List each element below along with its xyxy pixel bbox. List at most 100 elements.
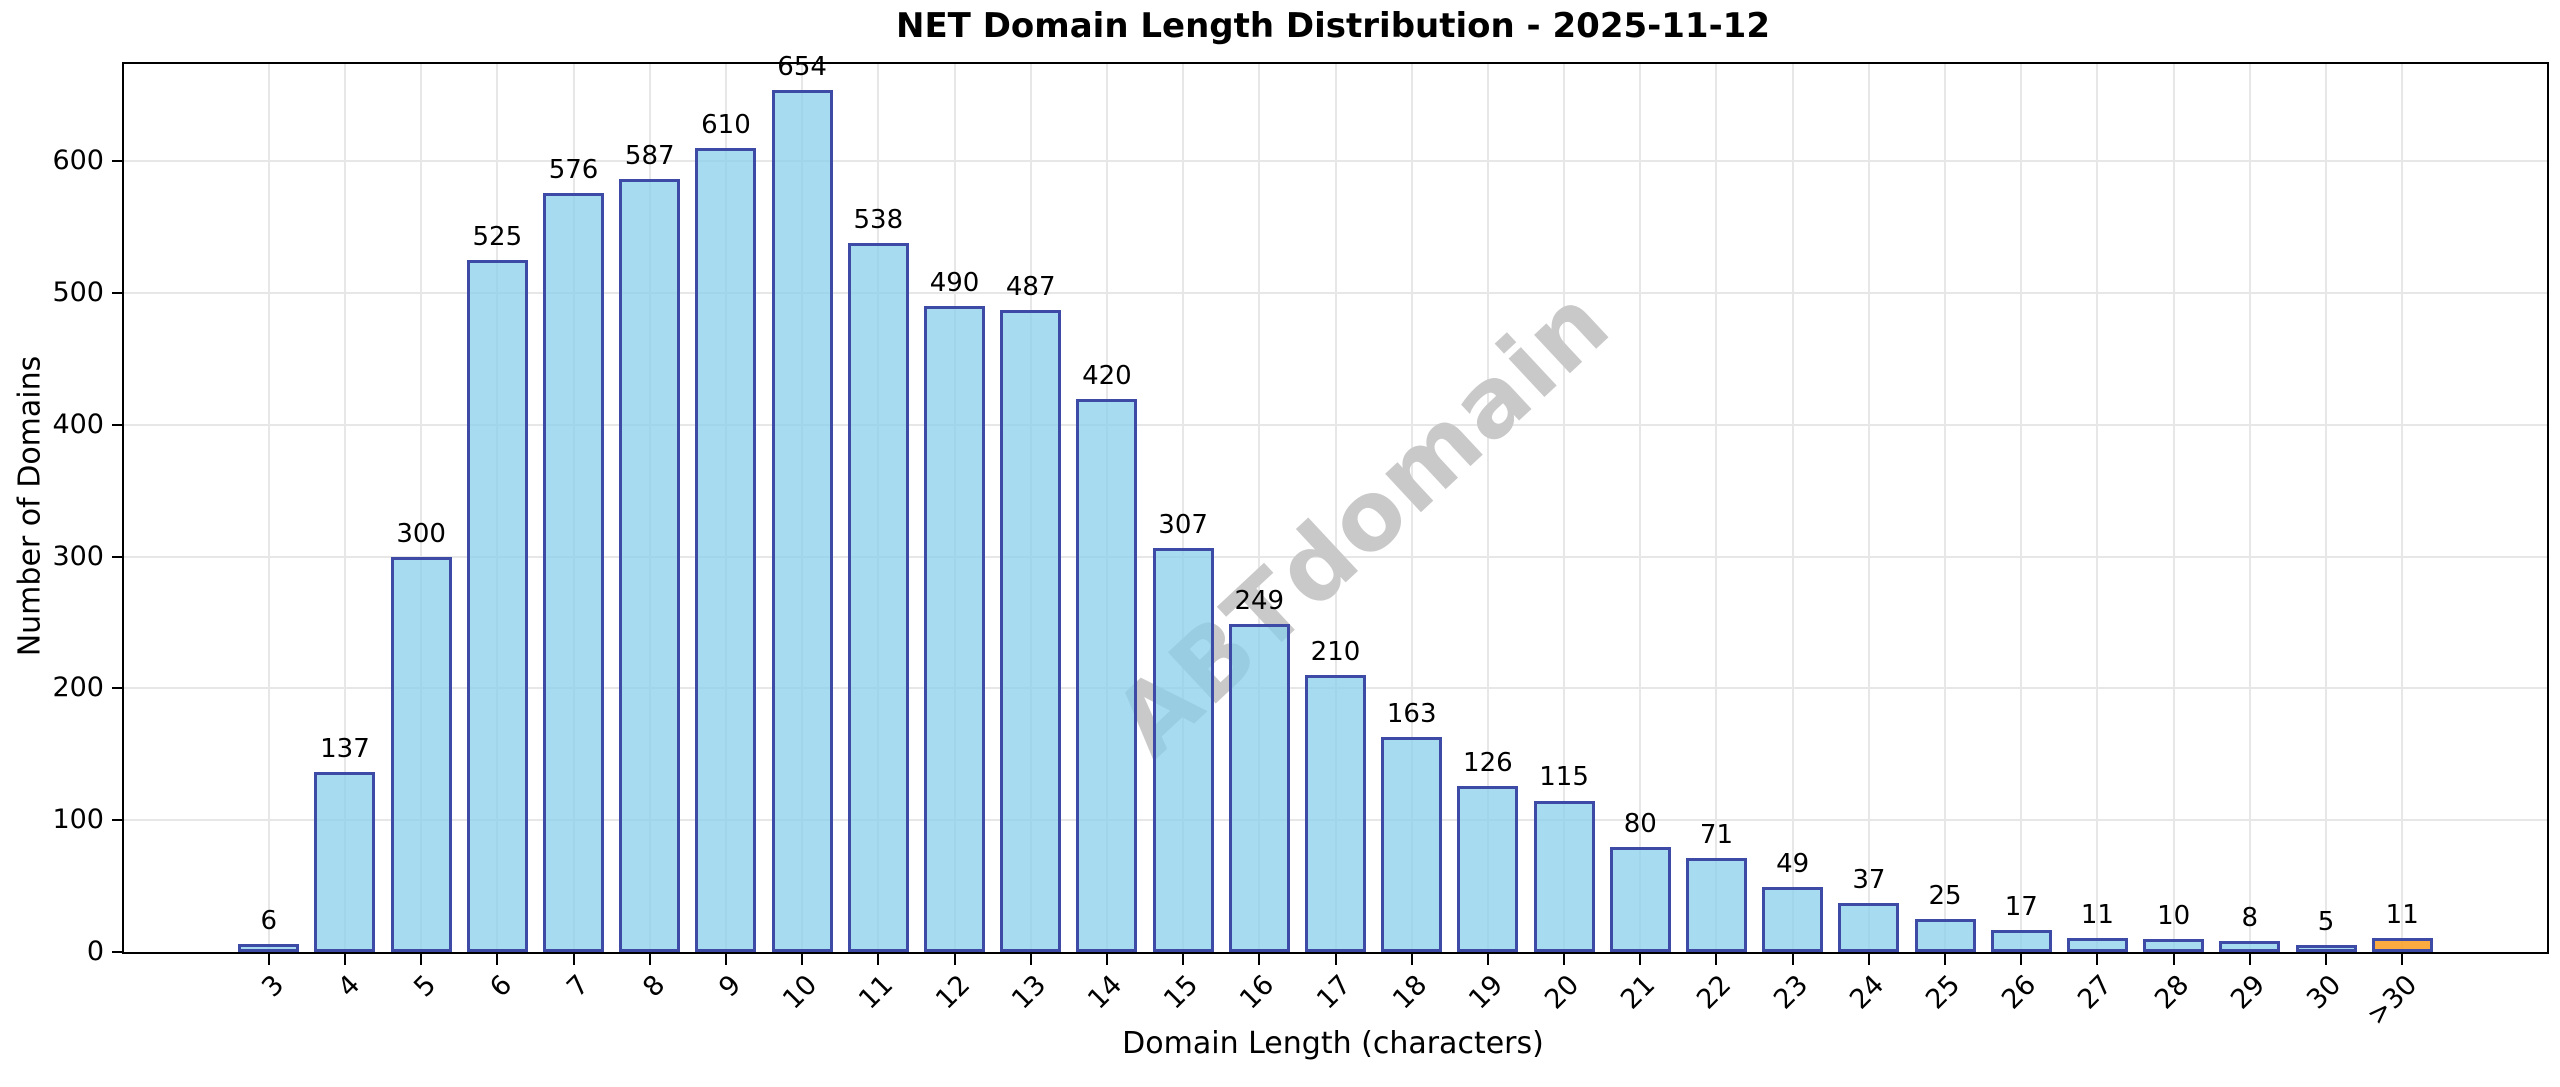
x-tick-mark bbox=[648, 952, 651, 965]
bar bbox=[2066, 937, 2128, 952]
bar-value-label: 6 bbox=[260, 906, 278, 937]
y-tick-mark bbox=[112, 160, 124, 163]
x-tick-mark bbox=[1563, 952, 1566, 965]
bar bbox=[1457, 786, 1519, 952]
bar bbox=[695, 148, 757, 952]
v-gridline bbox=[2401, 64, 2404, 952]
y-tick-label: 200 bbox=[52, 672, 104, 704]
x-tick-mark bbox=[496, 952, 499, 965]
plot-area: ABTdomain 0 100 200 300 400 500 600 6 3 137 4 300 5 5… bbox=[52, 52, 2549, 1032]
bar-value-label: 11 bbox=[2080, 899, 2114, 930]
bar bbox=[1228, 623, 1290, 952]
bar-value-label: 11 bbox=[2385, 899, 2419, 930]
bar bbox=[2295, 945, 2357, 952]
y-tick-label: 500 bbox=[52, 277, 104, 309]
v-gridline bbox=[1410, 64, 1413, 952]
v-gridline bbox=[1944, 64, 1947, 952]
x-tick-mark bbox=[2325, 952, 2328, 965]
v-gridline bbox=[1563, 64, 1566, 952]
bar-value-label: 137 bbox=[320, 733, 370, 764]
bar-value-label: 126 bbox=[1463, 747, 1513, 778]
y-axis-label: Number of Domains bbox=[12, 355, 48, 657]
bar bbox=[847, 243, 909, 952]
bar bbox=[1305, 675, 1366, 952]
x-tick-mark bbox=[877, 952, 880, 965]
x-axis-label: Domain Length (characters) bbox=[1122, 1026, 1544, 1061]
bar bbox=[1076, 398, 1138, 952]
v-gridline bbox=[1334, 64, 1337, 952]
v-gridline bbox=[2096, 64, 2099, 952]
bar bbox=[1685, 858, 1747, 952]
v-gridline bbox=[1715, 64, 1718, 952]
x-tick-mark bbox=[420, 952, 423, 965]
bar bbox=[1152, 547, 1214, 952]
v-gridline bbox=[343, 64, 346, 952]
bar-value-label: 587 bbox=[624, 140, 675, 171]
x-tick-mark bbox=[724, 952, 727, 965]
bar-value-label: 71 bbox=[1699, 820, 1734, 851]
bar-value-label: 490 bbox=[929, 268, 980, 299]
v-gridline bbox=[2020, 64, 2023, 952]
bar bbox=[1533, 800, 1595, 952]
bar bbox=[314, 771, 376, 952]
bar-value-label: 538 bbox=[853, 205, 904, 236]
y-tick-mark bbox=[112, 555, 124, 558]
x-tick-mark bbox=[1410, 952, 1413, 965]
bar bbox=[2143, 938, 2205, 952]
bar bbox=[1838, 903, 1900, 952]
bar-value-label: 610 bbox=[701, 110, 751, 141]
bar bbox=[1381, 737, 1443, 952]
bar-value-label: 525 bbox=[472, 222, 523, 253]
bar bbox=[1990, 929, 2052, 952]
bar-value-label: 576 bbox=[548, 155, 599, 186]
v-gridline bbox=[1486, 64, 1489, 952]
bar bbox=[1000, 310, 1062, 952]
bar-value-label: 115 bbox=[1539, 762, 1589, 793]
v-gridline bbox=[1867, 64, 1870, 952]
bar bbox=[1914, 919, 1976, 952]
x-tick-mark bbox=[1791, 952, 1794, 965]
bar-value-label: 300 bbox=[396, 518, 446, 549]
v-gridline bbox=[1639, 64, 1642, 952]
chart-title: NET Domain Length Distribution - 2025-11… bbox=[896, 6, 1770, 46]
bar-value-label: 420 bbox=[1082, 360, 1132, 391]
x-tick-mark bbox=[1867, 952, 1870, 965]
x-tick-mark bbox=[267, 952, 270, 965]
y-tick-mark bbox=[112, 423, 124, 426]
x-tick-mark bbox=[2020, 952, 2023, 965]
x-tick-mark bbox=[1182, 952, 1185, 965]
bar-value-label: 8 bbox=[2241, 903, 2259, 934]
x-tick-mark bbox=[1258, 952, 1261, 965]
x-tick-mark bbox=[572, 952, 575, 965]
bar bbox=[1762, 887, 1824, 952]
v-gridline bbox=[420, 64, 423, 952]
y-tick-label: 0 bbox=[86, 936, 104, 967]
bar-value-label: 80 bbox=[1623, 808, 1657, 839]
bar-value-label: 5 bbox=[2317, 907, 2335, 938]
x-tick-mark bbox=[801, 952, 804, 965]
bar bbox=[771, 90, 833, 952]
x-tick-mark bbox=[1105, 952, 1108, 965]
y-tick-mark bbox=[112, 687, 124, 690]
bar-value-label: 163 bbox=[1386, 699, 1437, 730]
bar bbox=[2371, 937, 2433, 952]
v-gridline bbox=[267, 64, 270, 952]
x-tick-mark bbox=[1486, 952, 1489, 965]
y-tick-label: 400 bbox=[52, 408, 104, 440]
y-tick-label: 600 bbox=[52, 145, 104, 177]
bar bbox=[238, 944, 300, 952]
bar bbox=[619, 178, 681, 952]
bar-value-label: 17 bbox=[2004, 891, 2038, 922]
x-tick-mark bbox=[2172, 952, 2175, 965]
y-tick-label: 100 bbox=[52, 804, 104, 836]
y-tick-mark bbox=[112, 292, 124, 295]
v-gridline bbox=[2325, 64, 2328, 952]
v-gridline bbox=[1791, 64, 1794, 952]
bar-value-label: 249 bbox=[1234, 585, 1285, 616]
v-gridline bbox=[1182, 64, 1185, 952]
bar bbox=[2219, 941, 2281, 952]
y-tick-mark bbox=[112, 951, 124, 953]
bar bbox=[390, 556, 452, 952]
x-tick-mark bbox=[1944, 952, 1947, 965]
